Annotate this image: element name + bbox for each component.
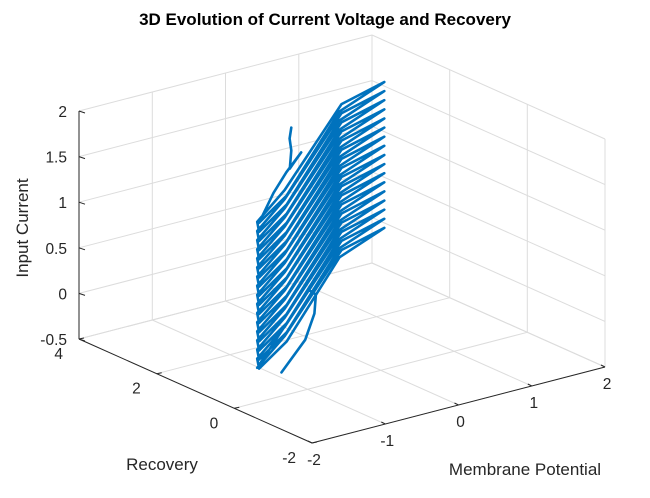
y-tick-mark (311, 441, 318, 444)
y-tick-label: 0 (210, 415, 219, 432)
z-tick-mark (78, 247, 86, 251)
z-tick-mark (78, 292, 86, 296)
y-tick-label: -2 (282, 450, 296, 467)
floor-grid-line (152, 319, 386, 425)
side-wall-grid-line (371, 216, 606, 322)
x-tick-mark (454, 402, 459, 406)
y-tick-label: 2 (132, 381, 141, 398)
side-wall-grid-line (371, 80, 606, 186)
side-wall-grid-line (371, 262, 606, 368)
floor-grid-line (234, 331, 528, 409)
series-layer (255, 80, 386, 374)
z-axis-label: Input Current (13, 178, 32, 277)
y-tick-label: 4 (54, 346, 63, 363)
x-tick-label: -1 (380, 433, 394, 450)
z-tick-mark (78, 156, 86, 160)
side-wall-grid-line (371, 171, 606, 277)
floor-grid-line (298, 281, 533, 387)
x-tick-label: -2 (307, 452, 321, 469)
x-tick-mark (307, 440, 313, 444)
z-tick-label: 2 (58, 104, 67, 121)
y-axis-label: Recovery (126, 455, 198, 474)
z-tick-label: 1 (58, 195, 67, 212)
axes-layer (78, 110, 606, 444)
y-axis-line (78, 338, 313, 444)
z-tick-label: -0.5 (40, 332, 67, 349)
z-tick-label: 0 (58, 286, 67, 303)
x-tick-label: 0 (456, 414, 465, 431)
side-wall-grid-line (371, 125, 606, 231)
tick-labels-layer: -2 -1 0 1 2 -2 0 2 4-0.5 0 0.5 1 1.5 2 (40, 104, 611, 469)
x-tick-label: 1 (529, 395, 538, 412)
z-tick-mark (78, 338, 86, 342)
series-line (255, 80, 386, 374)
y-tick-mark (234, 406, 240, 409)
x-tick-mark (381, 421, 386, 425)
x-tick-label: 2 (603, 376, 612, 393)
z-tick-label: 1.5 (45, 150, 67, 167)
back-wall-grid-line (78, 34, 373, 112)
chart-title: 3D Evolution of Current Voltage and Reco… (139, 10, 511, 29)
y-tick-mark (156, 372, 162, 375)
back-wall-grid-line (78, 80, 373, 158)
x-tick-mark (527, 383, 533, 387)
x-axis-label: Membrane Potential (449, 460, 601, 479)
x-tick-mark (600, 364, 606, 368)
z-tick-mark (78, 110, 86, 114)
z-tick-label: 0.5 (45, 241, 67, 258)
side-wall-grid-line (371, 34, 606, 140)
floor-grid-line (156, 297, 450, 375)
z-tick-mark (78, 201, 86, 205)
